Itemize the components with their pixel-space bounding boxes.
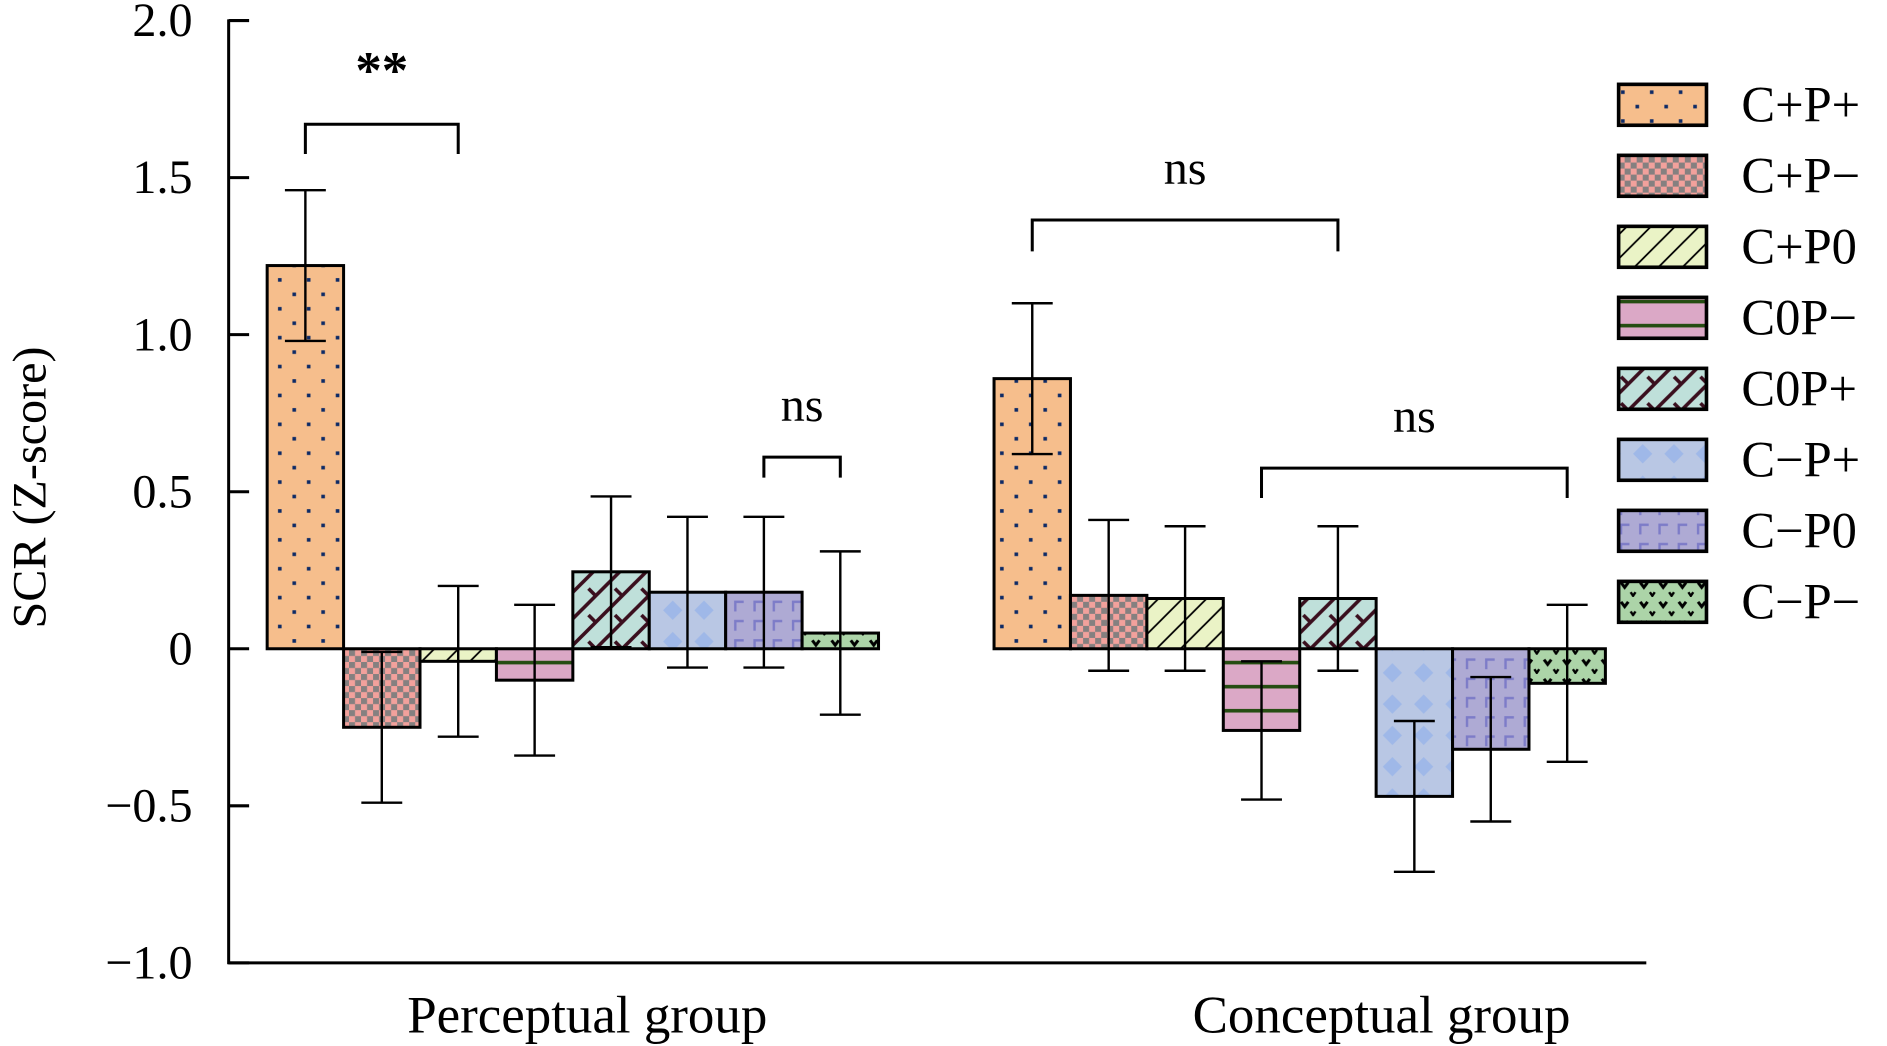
significance-label: ** (355, 42, 408, 100)
significance-bracket (1260, 466, 1569, 498)
significance-label: ns (1393, 390, 1436, 443)
legend-swatch (1616, 153, 1709, 199)
significance-bracket (762, 455, 842, 478)
y-tick-label: 2.0 (132, 0, 192, 47)
legend-swatch (1616, 508, 1709, 554)
legend-swatch (1616, 579, 1709, 625)
y-tick-label: 1.0 (132, 308, 192, 361)
legend-label: C−P0 (1741, 503, 1857, 559)
error-bar (1470, 675, 1512, 823)
error-bar (1393, 719, 1435, 873)
y-ticks: 2.0 1.5 1.0 0.5 0 −0.5 −1.0 (105, 0, 250, 990)
significance-label: ns (781, 379, 824, 432)
legend-label: C−P− (1741, 574, 1860, 630)
legend-label: C−P+ (1741, 432, 1860, 488)
legend-swatch (1616, 224, 1709, 270)
y-tick-label: 0.5 (132, 465, 192, 518)
legend-label: C0P− (1741, 290, 1857, 346)
error-bar (667, 515, 708, 669)
legend-swatch (1616, 295, 1709, 341)
error-bar (1088, 518, 1130, 672)
y-tick-label: −0.5 (105, 779, 192, 832)
x-category-label-conceptual: Conceptual group (1193, 987, 1571, 1045)
error-bar (1164, 525, 1206, 672)
significance-annotations: ** ns ns ns (303, 42, 1569, 498)
legend-label: C+P0 (1741, 219, 1857, 275)
error-bar (1011, 302, 1053, 456)
significance-label: ns (1164, 142, 1207, 195)
error-bar (819, 550, 861, 716)
y-axis-label: SCR (Z-score) (4, 346, 57, 628)
legend-swatch (1616, 437, 1709, 483)
legend: C+P+ C+P− C+P0 C0P− C0P+ C−P+ C−P0 C−P− (1616, 77, 1860, 630)
legend-label: C+P− (1741, 148, 1860, 204)
y-tick-label: 0 (168, 622, 192, 675)
error-bar (514, 603, 556, 757)
error-bar (1317, 525, 1359, 672)
legend-swatch (1616, 366, 1709, 412)
legend-label: C+P+ (1741, 77, 1860, 133)
legend-swatch (1616, 82, 1709, 128)
significance-bracket (1030, 218, 1340, 252)
error-bar (1241, 660, 1282, 801)
error-bar (437, 584, 479, 738)
error-bar (284, 188, 326, 343)
bars-layer (265, 188, 1607, 873)
significance-bracket (303, 122, 460, 155)
legend-label: C0P+ (1741, 361, 1857, 417)
axes-layer (227, 19, 1647, 965)
error-bar (590, 495, 632, 649)
x-category-label-perceptual: Perceptual group (407, 987, 767, 1045)
y-tick-label: 1.5 (132, 151, 192, 204)
y-tick-label: −1.0 (105, 937, 192, 990)
error-bar (743, 515, 785, 669)
error-bar (361, 650, 403, 804)
error-bar (1546, 603, 1588, 764)
